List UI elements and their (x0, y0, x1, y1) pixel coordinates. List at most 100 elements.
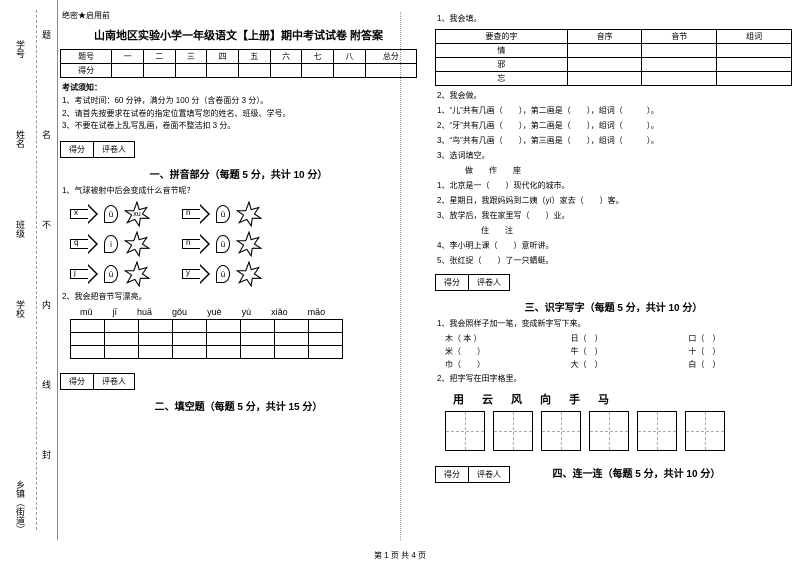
column-divider (400, 12, 401, 541)
r-q3-1: 1、北京是一（ ）现代化的城市。 (437, 180, 790, 192)
fold-dashline (36, 10, 37, 530)
star-icon (236, 261, 262, 287)
lh-1: 音序 (567, 30, 642, 44)
scorebox-2: 得分 评卷人 (60, 373, 135, 390)
tianzi-cell[interactable] (685, 411, 725, 451)
lh-2: 音节 (642, 30, 717, 44)
section2-title: 二、填空题（每题 5 分，共计 15 分） (60, 398, 417, 413)
margin-label-xiang: 乡镇（街道） (14, 480, 27, 534)
balloon-icon: ü (104, 205, 118, 223)
sb-marker: 评卷人 (94, 142, 134, 157)
tianzi-row (445, 411, 792, 451)
balloon-icon: i (104, 235, 118, 253)
margin-label-xuexiao: 学校 (14, 300, 27, 318)
grade-score-row: 得分 (61, 64, 417, 78)
exam-title: 山南地区实验小学一年级语文【上册】期中考试试卷 附答案 (60, 27, 417, 43)
py-3: gǒu (172, 307, 187, 317)
ch-4: 手 (569, 391, 580, 407)
gh-5: 五 (238, 50, 270, 64)
stroke-grid: 木（ 本 ） 日（ ） 口（ ） 米（ ） 牛（ ） 十（ ） 巾（ ） 大（ … (445, 333, 782, 370)
sg-22: 白（ ） (688, 359, 782, 370)
lookup-table: 要查的字 音序 音节 组词 情 邪 忘 (435, 29, 792, 86)
r-q3-label: 3、选词填空。 (437, 150, 790, 162)
margin-inner-4: 内 (40, 300, 53, 309)
notice-1: 1、考试时间：60 分钟，满分为 100 分（含卷面分 3 分）。 (62, 96, 268, 105)
binding-margin: 学号 姓名 班级 学校 乡镇（街道） 题 名 不 内 线 封 (0, 0, 58, 540)
balloon-icon: ü (104, 265, 118, 283)
r-q3-3: 3、放学后，我在家里写（ ）业。 (437, 210, 790, 222)
py-6: xiǎo (271, 307, 288, 317)
margin-inner-2: 名 (40, 130, 53, 139)
arrow-icon: n (182, 206, 210, 222)
margin-label-banji: 班级 (14, 220, 27, 238)
ch-3: 向 (540, 391, 551, 407)
section1-title: 一、拼音部分（每题 5 分，共计 10 分） (60, 166, 417, 181)
r-q3-words2: 住 注 (465, 225, 790, 237)
star-icon (124, 261, 150, 287)
balloon-shapes: xüxunüqinüjüyü (60, 201, 417, 287)
margin-label-xingming: 姓名 (14, 130, 27, 148)
r-q3-5: 5、张红捉（ ）了一只蜻蜓。 (437, 255, 790, 267)
s3-q1: 1、我会照样子加一笔，变成新字写下来。 (437, 318, 790, 330)
sg-11: 牛（ ） (571, 346, 665, 357)
sg-10: 米（ ） (445, 346, 547, 357)
arrow-icon: n (182, 236, 210, 252)
margin-inner-6: 封 (40, 450, 53, 459)
r-q2-2: 2、“牙”共有几画（ ），第二画是（ ），组词（ ）。 (437, 120, 790, 132)
star-icon (124, 231, 150, 257)
gh-2: 二 (143, 50, 175, 64)
ch-2: 风 (511, 391, 522, 407)
r-q2-label: 2、我会做。 (437, 90, 790, 102)
page-footer: 第 1 页 共 4 页 (0, 550, 800, 561)
tianzi-cell[interactable] (541, 411, 581, 451)
s3-q2: 2、把字写在田字格里。 (437, 373, 790, 385)
margin-inner-5: 线 (40, 380, 53, 389)
sg-02: 口（ ） (688, 333, 782, 344)
py-2: huā (137, 307, 152, 317)
gh-1: 一 (112, 50, 144, 64)
sb-score: 得分 (61, 142, 94, 157)
star-icon (236, 231, 262, 257)
left-column: 绝密★启用前 山南地区实验小学一年级语文【上册】期中考试试卷 附答案 题号 一 … (60, 10, 417, 540)
py-4: yuè (207, 307, 222, 317)
tianzi-cell[interactable] (445, 411, 485, 451)
tianzi-cell[interactable] (493, 411, 533, 451)
sb2-score: 得分 (61, 374, 94, 389)
margin-label-xuehao: 学号 (14, 40, 27, 58)
right-column: 1、我会填。 要查的字 音序 音节 组词 情 邪 忘 2、我会做。 1、“儿”共… (435, 10, 792, 540)
grade-header-row: 题号 一 二 三 四 五 六 七 八 总分 (61, 50, 417, 64)
balloon-icon: ü (216, 205, 230, 223)
tianzi-cell[interactable] (637, 411, 677, 451)
sb2-marker: 评卷人 (94, 374, 134, 389)
s1-q2: 2、我会把音节写漂亮。 (62, 291, 415, 303)
shape-row: jüyü (70, 261, 417, 287)
sg-00: 木（ 本 ） (445, 333, 547, 344)
notice-3: 3、不要在试卷上乱写乱画，卷面不整洁扣 3 分。 (62, 121, 235, 130)
r-q3-words: 做 作 座 (465, 165, 790, 177)
s1-q1: 1、气球被射中后会变成什么音节呢？ (62, 185, 415, 197)
sb4-score: 得分 (436, 467, 469, 482)
notice-2: 2、请首先按要求在试卷的指定位置填写您的姓名、班级、学号。 (62, 109, 290, 118)
shape-row: xüxunü (70, 201, 417, 227)
star-icon (236, 201, 262, 227)
py-5: yú (242, 307, 252, 317)
balloon-icon: ü (216, 265, 230, 283)
arrow-icon: j (70, 266, 98, 282)
r-q1-label: 1、我会填。 (437, 13, 790, 25)
sg-12: 十（ ） (688, 346, 782, 357)
lr-2: 忘 (436, 72, 568, 86)
sb4-marker: 评卷人 (469, 467, 509, 482)
lr-0: 情 (436, 44, 568, 58)
exam-notice: 考试须知： 1、考试时间：60 分钟，满分为 100 分（含卷面分 3 分）。 … (62, 82, 415, 133)
gh-6: 六 (270, 50, 302, 64)
tianzi-cell[interactable] (589, 411, 629, 451)
py-0: mǔ (80, 307, 93, 317)
notice-title: 考试须知： (62, 83, 102, 92)
confidential-label: 绝密★启用前 (62, 10, 417, 21)
r-q3-4: 4、李小明上课（ ）意听讲。 (437, 240, 790, 252)
r-q3-2: 2、星期日，我跟妈妈到二姨（yí）家去（ ）客。 (437, 195, 790, 207)
char-row: 用 云 风 向 手 马 (453, 391, 792, 407)
lookup-header: 要查的字 音序 音节 组词 (436, 30, 792, 44)
gh-3: 三 (175, 50, 207, 64)
section4-title: 四、连一连（每题 5 分，共计 10 分） (553, 465, 721, 480)
